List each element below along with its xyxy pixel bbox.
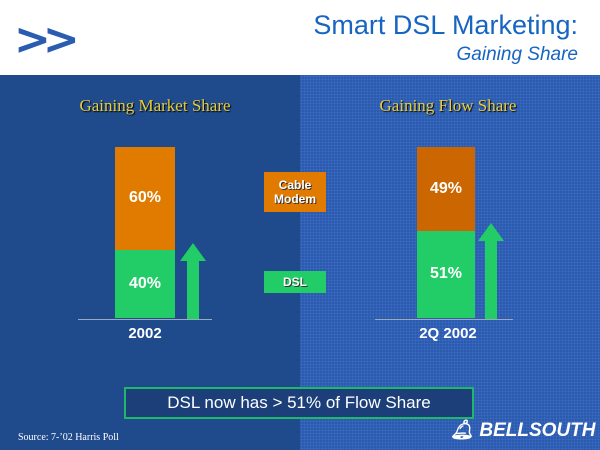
slide-subtitle: Gaining Share: [456, 44, 578, 65]
source-note: Source: 7-’02 Harris Poll: [18, 432, 119, 443]
bar-segment-dsl: 40%: [115, 249, 175, 318]
chevron-logo-icon: >>: [14, 14, 80, 65]
brand-name: BELLSOUTH: [479, 420, 596, 441]
category-label: 2Q 2002: [419, 325, 477, 342]
bell-icon: 🔔︎: [450, 420, 480, 441]
legend-dsl: DSL: [264, 271, 326, 293]
baseline: [375, 319, 513, 320]
chart-title-market: Gaining Market Share: [79, 96, 231, 115]
bar-segment-cable-modem: 60%: [115, 147, 175, 250]
category-label: 2002: [128, 325, 162, 342]
header: [0, 0, 600, 75]
baseline: [78, 319, 212, 320]
slide-title: Smart DSL Marketing:: [313, 10, 578, 40]
bar-segment-cable-modem: 49%: [417, 147, 475, 231]
bellsouth-logo: 🔔︎ BELLSOUTH: [450, 418, 596, 442]
bar-segment-dsl: 51%: [417, 230, 475, 318]
chart-title-flow: Gaining Flow Share: [379, 96, 517, 115]
legend-cable-modem: Cable Modem: [264, 172, 326, 212]
callout-box: DSL now has > 51% of Flow Share: [124, 387, 474, 419]
up-arrow-icon: [180, 243, 206, 319]
up-arrow-icon: [478, 223, 504, 319]
